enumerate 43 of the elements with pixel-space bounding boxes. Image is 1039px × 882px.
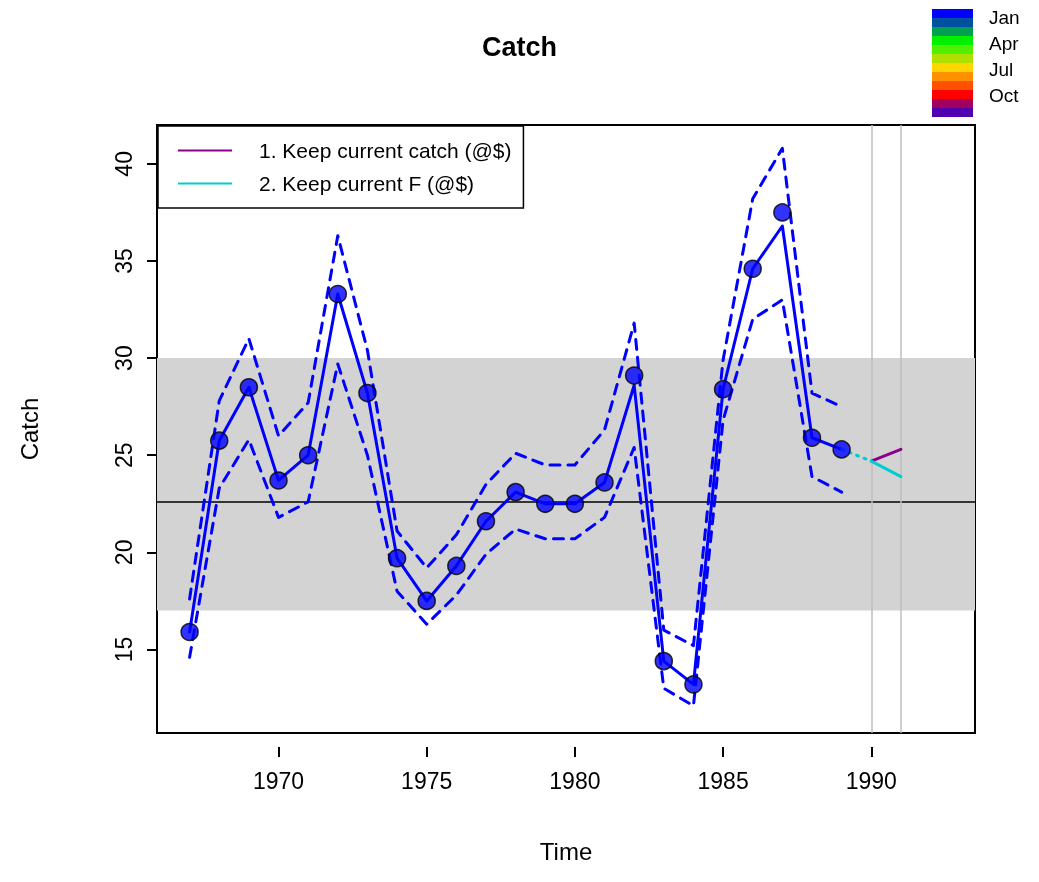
legend-label: 2. Keep current F (@$): [259, 172, 475, 195]
point: [802, 428, 822, 447]
point: [832, 440, 851, 459]
x-axis-title: Time: [539, 837, 593, 865]
text: Apr: [989, 32, 1020, 56]
point: [654, 651, 674, 671]
point: [328, 284, 348, 304]
point: [624, 366, 644, 385]
text: Jan: [989, 6, 1020, 30]
point: [565, 494, 585, 514]
x-tick-label: 1975: [401, 767, 453, 794]
x-tick-label: 1985: [697, 767, 749, 794]
x-tick-label: 1990: [845, 767, 897, 794]
point: [595, 473, 614, 492]
y-tick-label: 40: [110, 151, 137, 177]
point: [180, 622, 199, 642]
text: Oct: [989, 84, 1020, 108]
y-axis-title: Catch: [15, 397, 43, 461]
point: [713, 379, 733, 399]
point: [210, 431, 229, 450]
point: [506, 482, 525, 502]
point: [773, 203, 792, 222]
y-tick-label: 30: [110, 345, 137, 371]
y-tick-label: 25: [110, 442, 137, 469]
point: [476, 512, 496, 531]
point: [358, 383, 377, 403]
y-tick-label: 15: [110, 636, 137, 663]
chart-title: Catch: [481, 31, 558, 62]
point: [269, 471, 288, 490]
x-tick-label: 1970: [252, 767, 305, 794]
point: [417, 591, 436, 611]
legend-label: 1. Keep current catch (@$): [259, 139, 512, 162]
point: [239, 377, 259, 397]
text: Jul: [989, 58, 1015, 82]
point: [743, 259, 762, 278]
point: [447, 556, 466, 576]
point: [387, 548, 407, 568]
point: [684, 675, 703, 694]
y-tick-label: 35: [110, 248, 137, 274]
y-tick-label: 20: [110, 539, 137, 566]
point: [298, 445, 318, 465]
point: [536, 494, 555, 514]
x-tick-label: 1980: [549, 767, 601, 794]
